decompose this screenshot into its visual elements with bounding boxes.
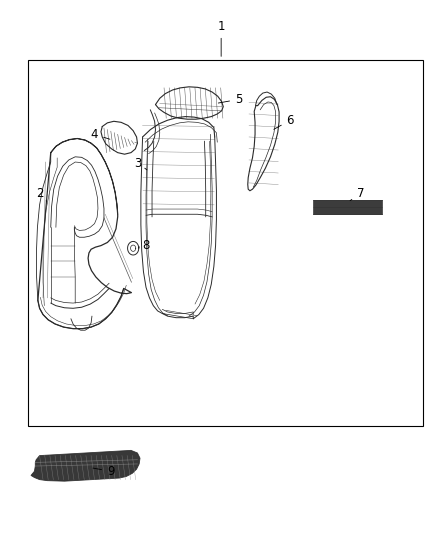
Polygon shape [314,200,382,214]
Bar [28,60,423,426]
Text: 8: 8 [139,239,150,252]
Text: 9: 9 [93,465,115,478]
Text: 7: 7 [350,187,364,200]
Text: 2: 2 [36,187,46,201]
Text: 3: 3 [134,157,147,170]
Text: 6: 6 [274,114,294,130]
Text: 4: 4 [91,128,110,141]
Text: 5: 5 [218,93,242,106]
Polygon shape [31,450,140,481]
Text: 1: 1 [217,20,225,56]
